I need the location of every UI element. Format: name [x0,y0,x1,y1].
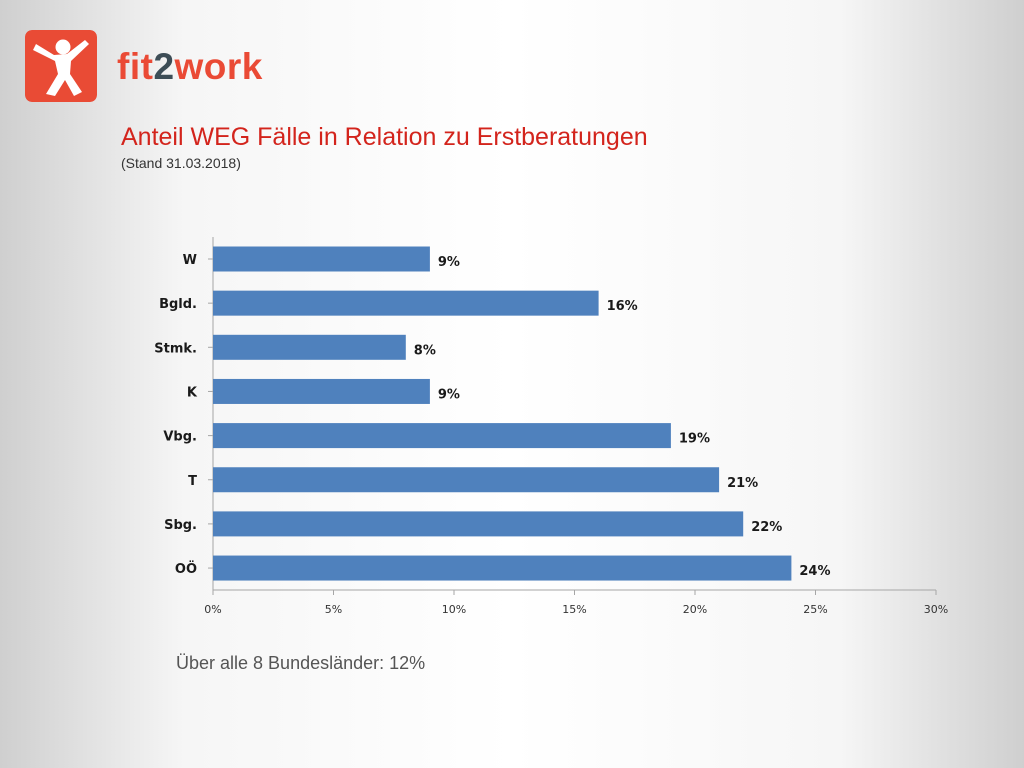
bar [213,378,430,404]
x-tick-label: 20% [683,603,707,616]
data-label: 21% [727,476,758,491]
data-label: 9% [438,255,460,270]
bar [213,290,599,316]
logo-body [33,40,89,96]
bar [213,423,671,449]
data-label: 16% [607,299,638,314]
footnote: Über alle 8 Bundesländer: 12% [176,653,426,673]
x-tick-label: 0% [204,603,221,616]
x-tick-label: 15% [562,603,586,616]
category-label: K [187,385,198,400]
person-jumping-icon [25,30,97,102]
category-label: OÖ [175,561,197,577]
x-tick-label: 30% [924,603,948,616]
brand-wordmark: fit2work [117,42,263,92]
category-label: Vbg. [163,430,197,445]
x-tick-label: 25% [803,603,827,616]
bar-chart: 0% 5% 10% 15% 20% 25% 30% W 9% Bgld. 16% Stmk. 8% K 9%… [154,237,948,616]
bar [213,467,720,493]
category-label: Sbg. [164,518,197,533]
bar [213,511,744,537]
category-label: Stmk. [154,341,197,356]
x-tick-label: 5% [325,603,342,616]
slide-title: Anteil WEG Fälle in Relation zu Erstbera… [121,123,648,151]
brand-part-work: work [174,46,263,87]
brand-part-fit: fit [117,46,154,87]
data-label: 9% [438,387,460,402]
category-label: W [183,253,197,268]
bar [213,246,430,272]
logo [25,30,97,102]
brand-part-2: 2 [153,46,175,87]
category-label: T [188,474,197,489]
data-label: 22% [751,520,782,535]
data-label: 19% [679,432,710,447]
data-label: 8% [414,343,436,358]
x-tick-label: 10% [442,603,466,616]
logo-head [55,39,71,55]
category-label: Bgld. [159,297,197,312]
data-label: 24% [799,564,830,579]
bar [213,334,406,360]
slide-subtitle: (Stand 31.03.2018) [121,155,241,171]
bar [213,555,792,581]
